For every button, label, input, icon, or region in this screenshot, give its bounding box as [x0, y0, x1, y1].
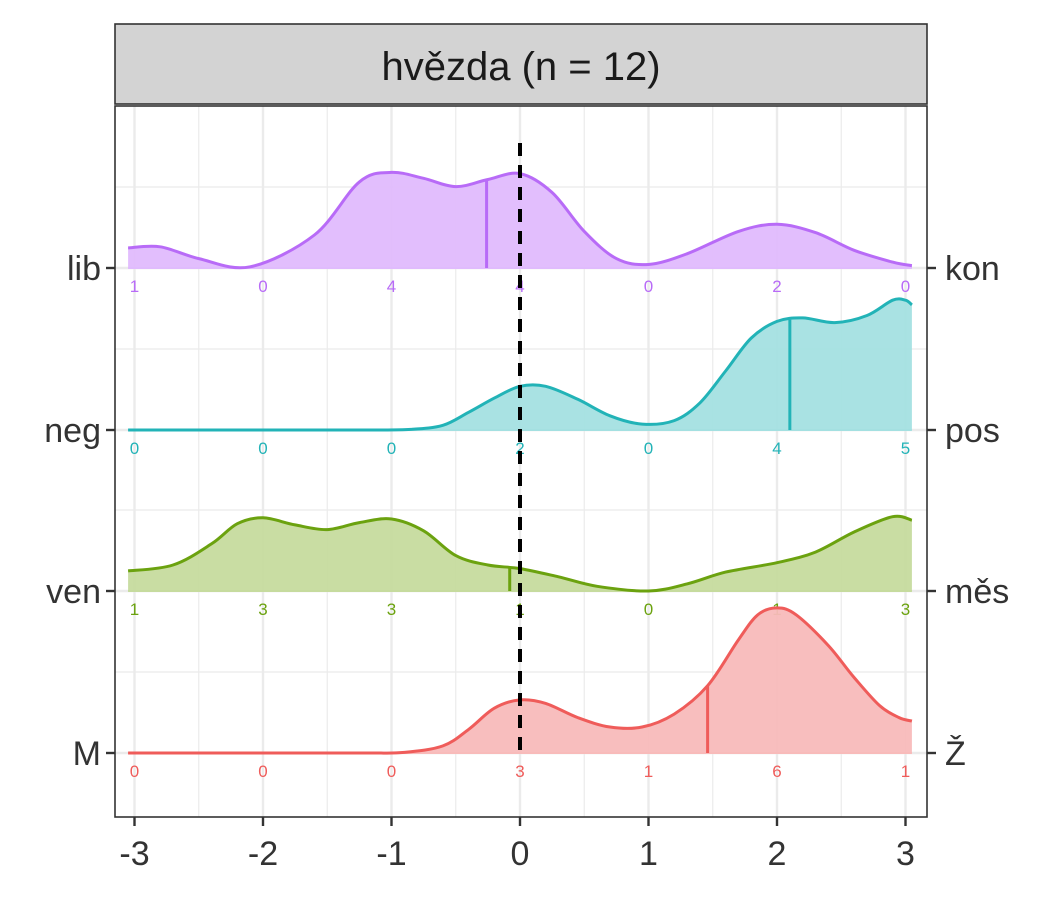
ridge-line-neg — [128, 297, 913, 432]
y-label-right: kon — [945, 250, 1000, 288]
count-label: 0 — [901, 277, 910, 296]
count-label: 3 — [901, 600, 910, 619]
y-label-right: měs — [945, 573, 1009, 611]
count-label: 3 — [515, 762, 524, 781]
count-label: 0 — [258, 277, 267, 296]
x-tick-label: 2 — [768, 835, 787, 873]
chart-title: hvězda (n = 12) — [381, 45, 660, 89]
count-label: 4 — [772, 439, 781, 458]
count-label: 1 — [130, 277, 139, 296]
y-label-left: neg — [44, 412, 101, 450]
x-tick-label: -3 — [119, 835, 149, 873]
x-tick-label: 0 — [511, 835, 530, 873]
count-label: 0 — [258, 762, 267, 781]
count-label: 2 — [515, 439, 524, 458]
ridge-line-lib — [128, 170, 913, 270]
count-label: 0 — [130, 762, 139, 781]
ridge-M: 0 0 0 3 1 6 1 — [128, 606, 913, 781]
count-label: 0 — [644, 277, 653, 296]
ridge-area-M — [128, 607, 912, 754]
facet-strip — [114, 23, 928, 105]
count-label: 4 — [387, 277, 396, 296]
y-label-left: lib — [67, 250, 101, 288]
count-label: 3 — [387, 600, 396, 619]
count-label: 5 — [901, 439, 910, 458]
count-label: 1 — [901, 762, 910, 781]
ridge-line-ven — [127, 514, 913, 593]
ridge-area-ven — [128, 516, 912, 592]
count-label: 0 — [130, 439, 139, 458]
count-label: 0 — [644, 600, 653, 619]
count-label: 6 — [772, 762, 781, 781]
x-tick-label: -2 — [248, 835, 278, 873]
count-label: 0 — [258, 439, 267, 458]
y-label-left: ven — [46, 573, 101, 611]
count-label: 2 — [772, 277, 781, 296]
y-axis-right: kon pos měs Ž — [927, 250, 1009, 773]
ridge-area-neg — [128, 298, 912, 431]
x-tick-label: -1 — [376, 835, 406, 873]
ridge-line-M — [128, 606, 913, 755]
y-label-right: pos — [945, 412, 1000, 450]
y-axis-left: lib neg ven M — [44, 250, 115, 773]
count-label: 1 — [130, 600, 139, 619]
count-label: 0 — [387, 762, 396, 781]
count-label: 0 — [387, 439, 396, 458]
x-tick-label: 1 — [639, 835, 658, 873]
y-label-right: Ž — [945, 735, 966, 773]
count-label: 1 — [644, 762, 653, 781]
y-label-left: M — [73, 735, 101, 773]
x-axis: -3 -2 -1 0 1 2 3 — [119, 817, 915, 873]
x-tick-label: 3 — [896, 835, 915, 873]
count-label: 0 — [644, 439, 653, 458]
count-label: 3 — [258, 600, 267, 619]
